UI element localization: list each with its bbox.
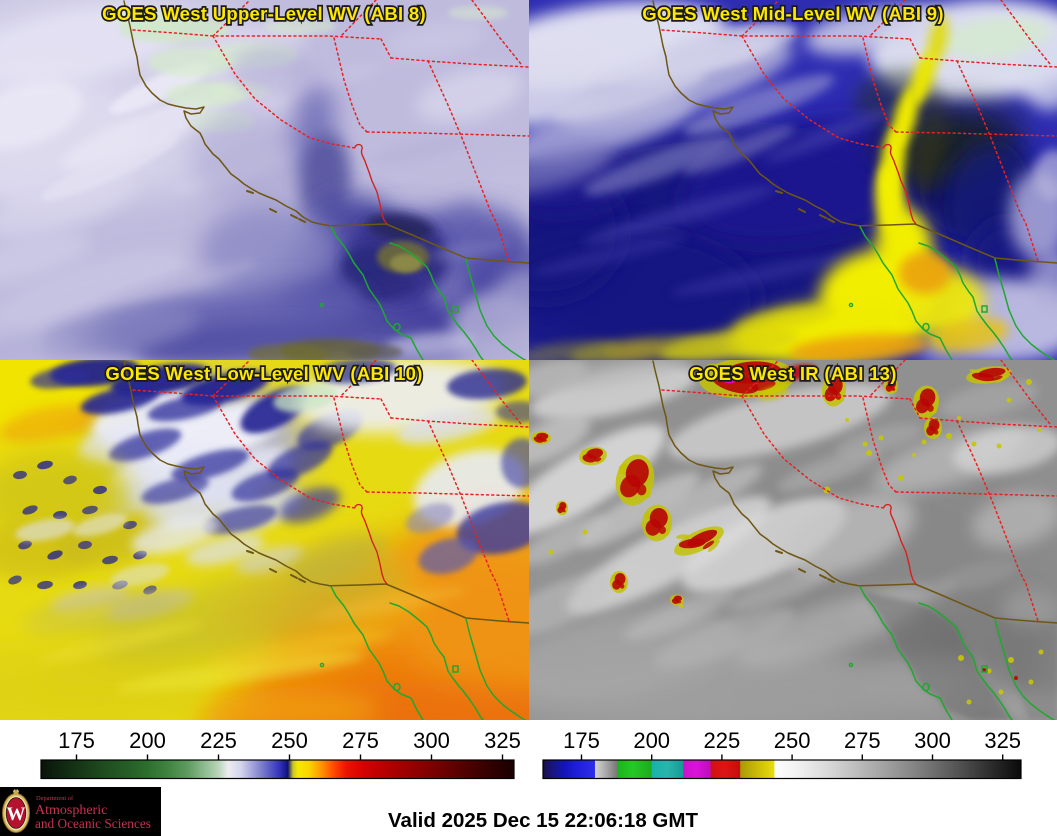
svg-text:GOES West Upper-Level WV (ABI: GOES West Upper-Level WV (ABI 8) — [102, 3, 426, 24]
svg-text:275: 275 — [342, 728, 379, 753]
svg-text:250: 250 — [774, 728, 811, 753]
svg-text:225: 225 — [704, 728, 741, 753]
svg-text:275: 275 — [844, 728, 881, 753]
svg-text:175: 175 — [58, 728, 95, 753]
svg-text:300: 300 — [413, 728, 450, 753]
svg-text:GOES West IR (ABI 13): GOES West IR (ABI 13) — [689, 363, 896, 384]
svg-text:Department of: Department of — [36, 795, 74, 802]
svg-text:300: 300 — [914, 728, 951, 753]
svg-text:325: 325 — [984, 728, 1021, 753]
svg-text:GOES West Low-Level WV (ABI 10: GOES West Low-Level WV (ABI 10) — [105, 363, 422, 384]
svg-text:and Oceanic Sciences: and Oceanic Sciences — [35, 816, 151, 831]
svg-text:GOES West Mid-Level WV (ABI 9): GOES West Mid-Level WV (ABI 9) — [642, 3, 944, 24]
svg-text:250: 250 — [271, 728, 308, 753]
svg-text:225: 225 — [200, 728, 237, 753]
svg-text:200: 200 — [633, 728, 670, 753]
svg-text:325: 325 — [484, 728, 521, 753]
svg-text:175: 175 — [563, 728, 600, 753]
svg-text:W: W — [7, 804, 26, 825]
svg-text:Atmospheric: Atmospheric — [35, 803, 107, 818]
svg-text:200: 200 — [129, 728, 166, 753]
